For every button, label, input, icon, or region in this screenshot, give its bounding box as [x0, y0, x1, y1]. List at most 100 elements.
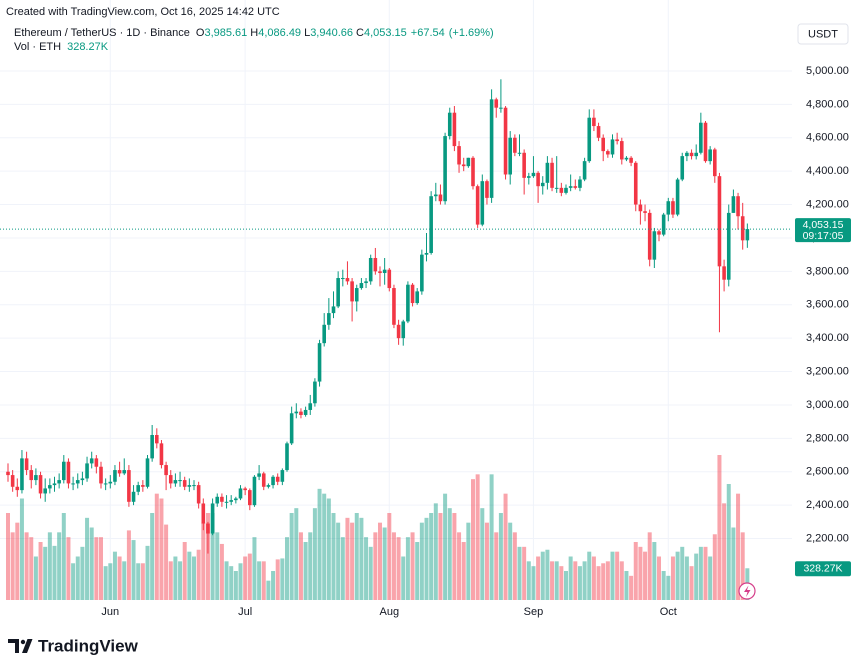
y-tick-label: 2,400.00: [806, 499, 849, 511]
candle-body: [354, 288, 359, 302]
y-tick-label: 2,600.00: [806, 466, 849, 478]
y-tick-label: 2,800.00: [806, 432, 849, 444]
volume-bar: [396, 537, 401, 600]
volume-bar: [38, 542, 43, 600]
volume-bar: [317, 488, 322, 600]
ohlc-value: 4,086.49: [258, 27, 301, 39]
axes: 2,200.00 2,400.00 2,600.00 2,800.00 3,000.00…: [101, 65, 851, 618]
candle-body: [294, 411, 299, 414]
volume-bar: [457, 532, 462, 600]
volume-bar: [275, 559, 280, 600]
volume-bar: [582, 561, 587, 600]
candle-body: [666, 201, 671, 215]
countdown: 09:17:05: [803, 230, 844, 242]
candle-body: [345, 278, 350, 282]
candle-body: [257, 473, 261, 477]
volume-bar: [289, 513, 294, 600]
candle-body: [341, 278, 345, 280]
candle-body: [527, 176, 531, 178]
volume-bar: [498, 513, 503, 600]
ohlc-key: H: [250, 27, 258, 39]
volume-bar: [345, 517, 350, 600]
volume-bar: [550, 561, 555, 600]
candle-body: [694, 152, 698, 157]
x-tick-label: Sep: [524, 606, 544, 618]
events-icon-bolt[interactable]: [744, 585, 751, 598]
change-pct: (+1.69%): [449, 27, 494, 39]
volume-bar: [568, 556, 573, 600]
last-price-tag: [795, 218, 851, 243]
volume-bar: [689, 566, 694, 600]
candle-body: [587, 117, 592, 162]
candle-body: [522, 152, 526, 178]
volume-bar: [182, 542, 187, 600]
volume-bar: [638, 546, 643, 600]
volume-bar: [526, 561, 531, 600]
candle-body: [303, 409, 308, 415]
candle-body: [410, 284, 415, 304]
volume-bar: [66, 537, 71, 600]
volume-bar: [285, 537, 289, 600]
candle-body: [43, 488, 47, 494]
candle-body: [471, 157, 475, 187]
candle-body: [331, 306, 336, 314]
volume-bar: [340, 537, 345, 600]
candle-body: [564, 187, 568, 193]
candle-body: [633, 162, 638, 205]
candle-body: [229, 500, 233, 502]
volume-bar: [712, 534, 717, 600]
volume-bar: [666, 575, 671, 600]
ohlc-value: 4,053.15: [364, 27, 407, 39]
volume-legend: Vol · ETH 328.27K: [14, 41, 109, 53]
candle-body: [382, 269, 387, 274]
candle-body: [48, 485, 52, 489]
candle-body: [517, 152, 522, 154]
candle-body: [582, 161, 587, 180]
volume-bar: [587, 551, 592, 600]
candle-body: [647, 212, 652, 260]
candle-body: [508, 137, 512, 175]
volume-bar: [680, 546, 685, 600]
candle-body: [103, 483, 108, 485]
candle-body: [485, 181, 489, 198]
candle-body: [378, 271, 382, 274]
volume-bar: [461, 542, 466, 600]
volume-bar: [512, 532, 517, 600]
candle-body: [280, 470, 285, 482]
volume-bar: [359, 517, 364, 600]
y-tick-label: 4,600.00: [806, 132, 849, 144]
volume-bar: [661, 571, 666, 600]
volume-bar: [378, 522, 382, 600]
volume-bar: [312, 508, 317, 600]
volume-bar: [210, 513, 215, 600]
candle-body: [559, 187, 564, 193]
volume-bar: [15, 522, 20, 600]
candle-body: [713, 149, 717, 177]
volume-bar: [517, 546, 522, 600]
candle-body: [661, 214, 666, 235]
currency[interactable]: USDT: [808, 28, 838, 40]
candle-body: [554, 187, 559, 189]
candle-body: [136, 485, 140, 492]
candle-body: [685, 152, 689, 157]
candle-body: [34, 475, 38, 481]
candle-body: [447, 112, 452, 137]
volume-bar: [373, 532, 378, 600]
volume-title: Vol · ETH: [14, 41, 61, 53]
candle-body: [20, 458, 24, 491]
candle-body: [261, 473, 266, 487]
volume-bar: [545, 549, 550, 600]
candles: [0, 79, 792, 554]
candle-body: [224, 501, 229, 503]
volume-bar: [257, 561, 262, 600]
last-price-label: 4,053.15: [803, 219, 844, 231]
currency-box[interactable]: [797, 23, 849, 45]
candle-body: [675, 179, 680, 215]
volume-bar: [201, 522, 206, 600]
volume-bar: [103, 566, 108, 600]
candle-body: [392, 288, 396, 325]
candle-body: [122, 470, 127, 474]
candle-body: [624, 157, 629, 160]
candle-body: [657, 231, 661, 235]
